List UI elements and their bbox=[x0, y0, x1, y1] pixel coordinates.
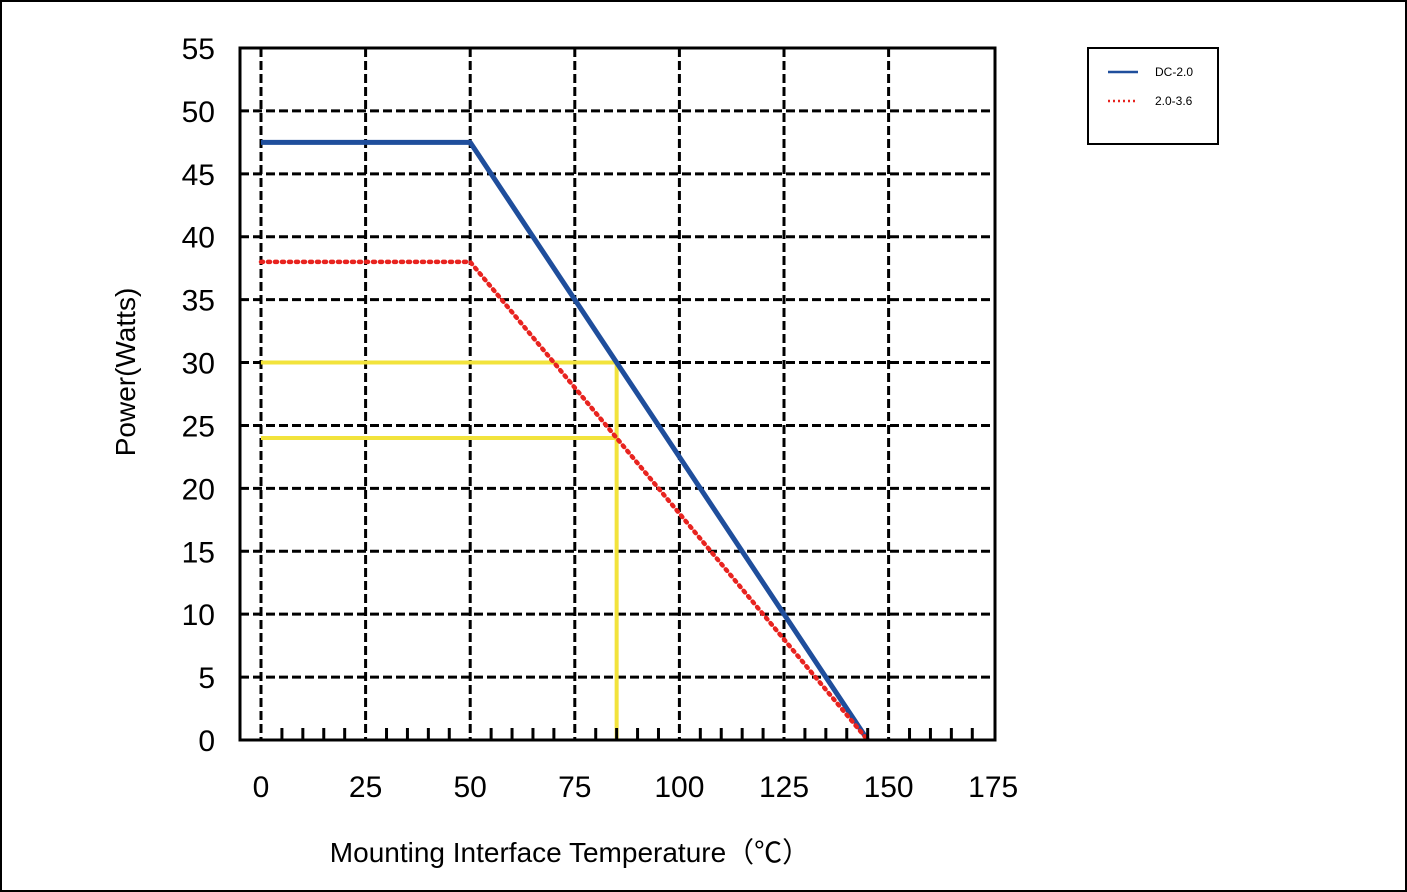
minor-tick-layer bbox=[280, 728, 974, 740]
legend-label-2-0-3-6: 2.0-3.6 bbox=[1155, 94, 1193, 108]
series-layer bbox=[258, 139, 870, 743]
y-tick-label: 30 bbox=[182, 348, 215, 381]
y-axis-title: Power(Watts) bbox=[110, 288, 141, 457]
y-tick-label: 35 bbox=[182, 285, 215, 318]
x-tick-label: 50 bbox=[454, 771, 487, 804]
y-tick-label: 20 bbox=[182, 473, 215, 506]
tick-label-layer: 0 5 10 15 20 25 30 35 40 45 50 55 0 25 50 75 100 125 150 17… bbox=[182, 33, 1019, 804]
y-tick-label: 40 bbox=[182, 222, 215, 255]
y-tick-label: 10 bbox=[182, 599, 215, 632]
grid-layer bbox=[240, 48, 995, 740]
y-tick-label: 5 bbox=[198, 662, 215, 695]
x-tick-label: 150 bbox=[864, 771, 914, 804]
series-line-1 bbox=[258, 259, 870, 743]
x-axis-title: Mounting Interface Temperature（℃） bbox=[330, 837, 810, 868]
legend-box bbox=[1087, 47, 1219, 145]
x-tick-label: 25 bbox=[349, 771, 382, 804]
y-tick-label: 45 bbox=[182, 159, 215, 192]
y-tick-label: 25 bbox=[182, 410, 215, 443]
y-tick-label: 55 bbox=[182, 33, 215, 66]
legend: DC-2.0 2.0-3.6 bbox=[1087, 47, 1219, 145]
y-tick-label: 15 bbox=[182, 536, 215, 569]
x-tick-label: 175 bbox=[968, 771, 1018, 804]
y-tick-label: 0 bbox=[198, 725, 215, 758]
legend-label-dc-2-0: DC-2.0 bbox=[1155, 65, 1193, 79]
x-tick-label: 100 bbox=[654, 771, 704, 804]
y-tick-label: 50 bbox=[182, 96, 215, 129]
x-tick-label: 75 bbox=[558, 771, 591, 804]
series-line-0 bbox=[261, 139, 870, 742]
x-tick-label: 0 bbox=[253, 771, 270, 804]
x-tick-label: 125 bbox=[759, 771, 809, 804]
